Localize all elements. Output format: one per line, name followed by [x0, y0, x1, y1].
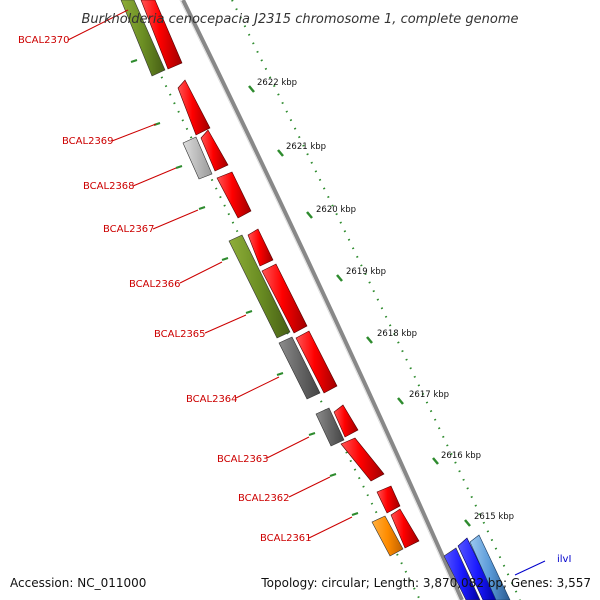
backbone-inner [179, 0, 460, 600]
gene-label[interactable]: BCAL2367 [103, 224, 155, 235]
cds-arrow [140, 0, 183, 70]
gene-label[interactable]: BCAL2366 [129, 279, 181, 290]
cog-bar-gray [278, 336, 321, 400]
inner-ring-ticks [130, 59, 359, 516]
gene-label[interactable]: ilvI [557, 554, 571, 565]
gene-label[interactable]: BCAL2361 [260, 533, 312, 544]
summary-text: Topology: circular; Length: 3,870,082 bp… [260, 576, 591, 590]
cds-track [140, 0, 511, 600]
gene-label[interactable]: BCAL2370 [18, 35, 70, 46]
kbp-label: 2617 kbp [409, 390, 449, 400]
cds-arrow-blue [457, 537, 498, 600]
kbp-label: 2622 kbp [257, 78, 297, 88]
gene-label[interactable]: BCAL2365 [154, 329, 206, 340]
kbp-ticks [248, 85, 471, 527]
cog-bar-green [228, 234, 291, 339]
kbp-label: 2619 kbp [346, 267, 386, 277]
cds-arrow [200, 129, 229, 172]
cog-bar-orange [371, 515, 404, 557]
gene-label[interactable]: BCAL2363 [217, 454, 269, 465]
gene-label[interactable]: BCAL2368 [83, 181, 135, 192]
gene-label[interactable]: BCAL2362 [238, 493, 290, 504]
accession-text: Accession: NC_011000 [10, 576, 146, 590]
cog-bar-lightgray [182, 136, 213, 180]
backbone-outer [181, 0, 464, 600]
cds-arrow [295, 330, 338, 394]
kbp-label: 2621 kbp [286, 142, 326, 152]
cog-bar-gray [315, 407, 345, 447]
outer-dotted-ring [231, 0, 521, 600]
cds-arrow [216, 171, 252, 219]
cds-arrow [177, 79, 211, 136]
cog-bar-blue [443, 547, 481, 600]
cds-arrow [340, 437, 385, 482]
gene-leader-lines [67, 9, 546, 576]
gene-label[interactable]: BCAL2364 [186, 394, 238, 405]
cds-arrow [247, 228, 274, 267]
cds-arrow [333, 404, 359, 438]
kbp-label: 2618 kbp [377, 329, 417, 339]
cds-arrow [376, 485, 401, 514]
cds-arrow [261, 263, 308, 334]
cog-track [120, 0, 481, 600]
cds-arrow [390, 508, 420, 549]
cds-arrow-lightblue [469, 534, 511, 600]
gene-label[interactable]: BCAL2369 [62, 136, 114, 147]
kbp-label: 2615 kbp [474, 512, 514, 522]
cog-bar-green [120, 0, 166, 77]
map-title: Burkholderia cenocepacia J2315 chromosom… [81, 12, 518, 27]
kbp-label: 2616 kbp [441, 451, 481, 461]
kbp-label: 2620 kbp [316, 205, 356, 215]
